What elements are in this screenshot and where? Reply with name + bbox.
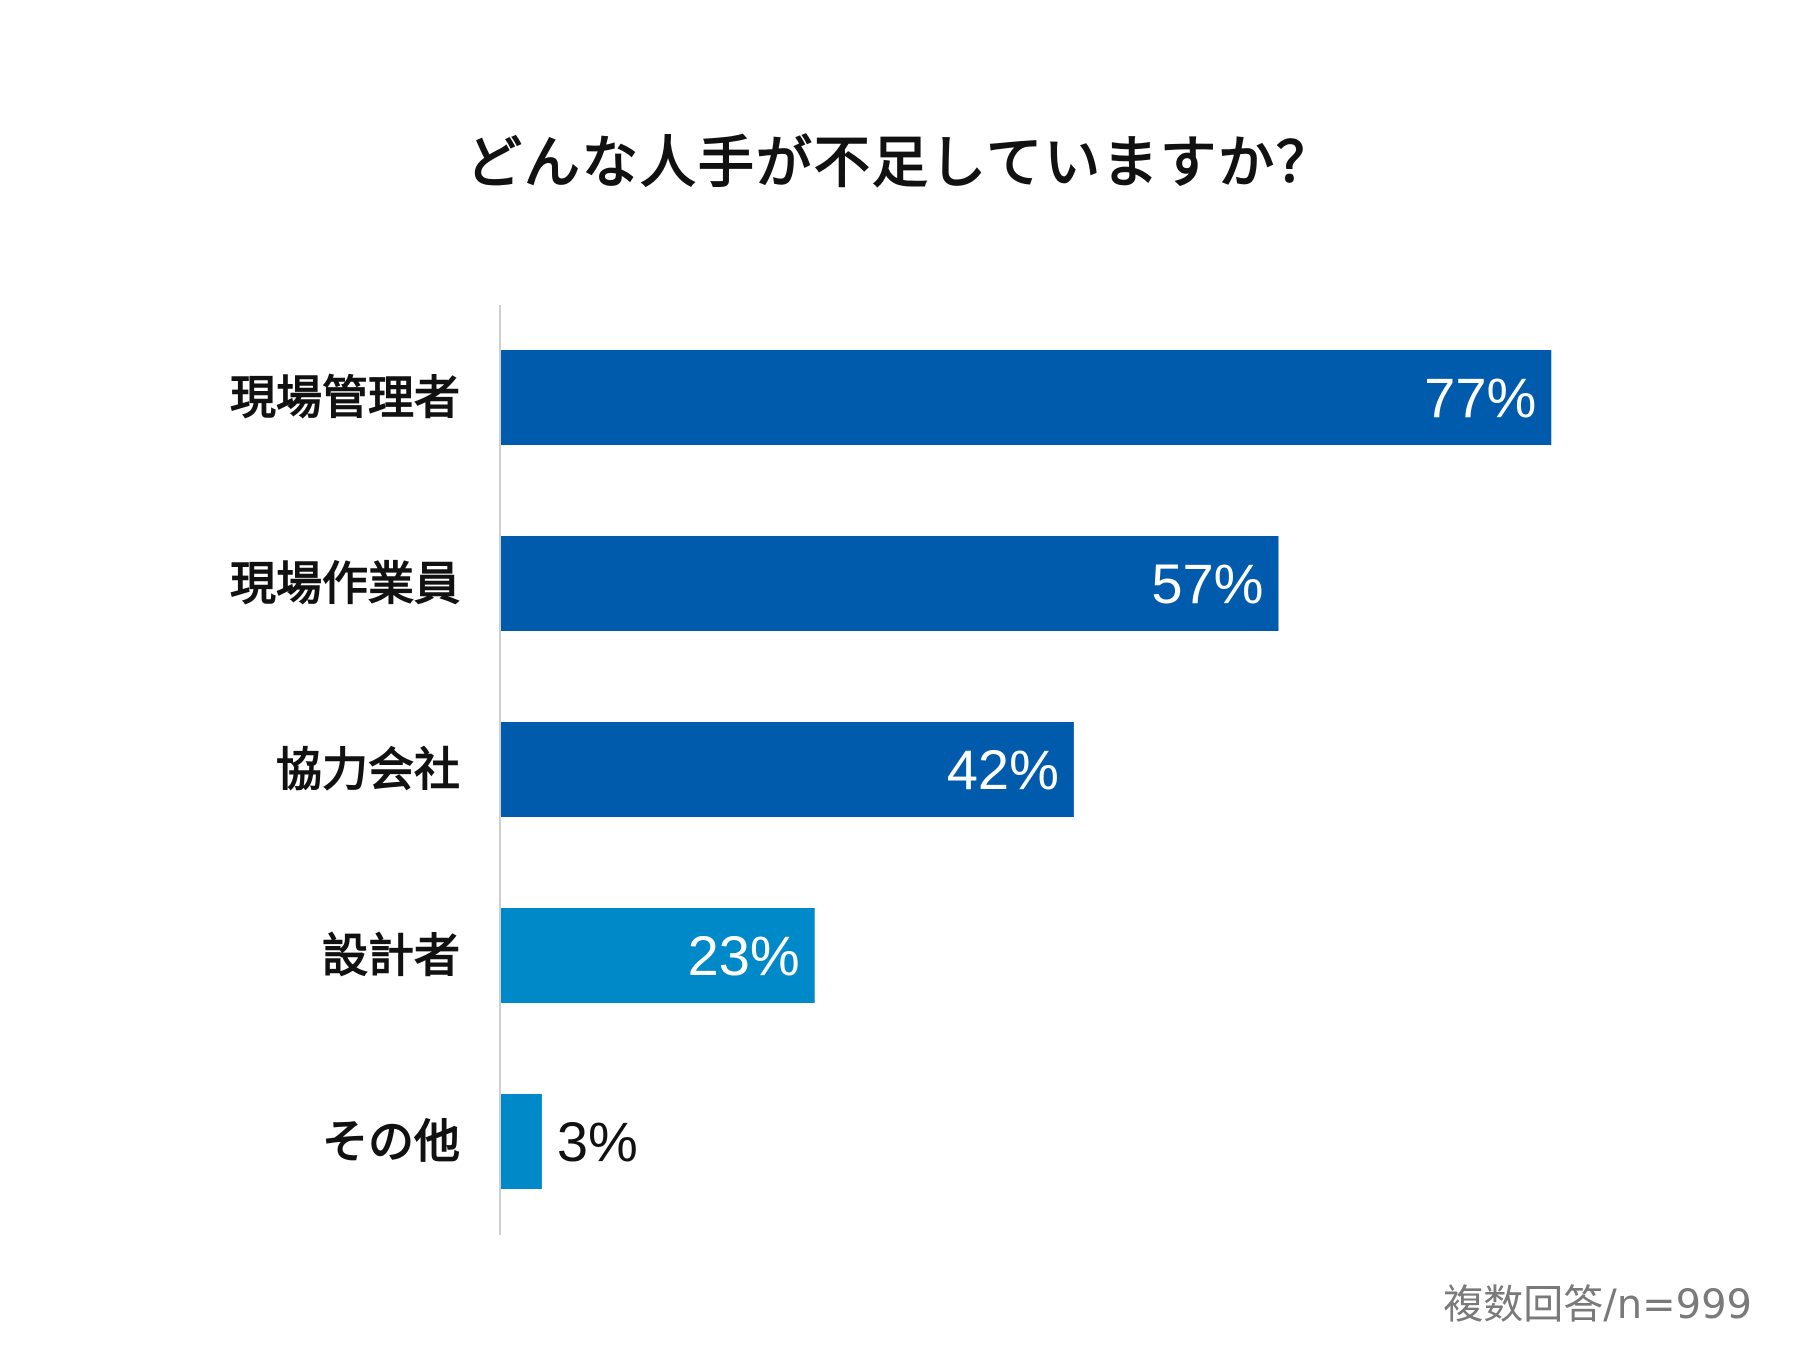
bar xyxy=(501,722,1074,817)
category-label: 現場管理者 xyxy=(230,371,460,425)
value-label: 23% xyxy=(688,924,800,987)
bar xyxy=(501,908,815,1003)
bar xyxy=(501,350,1552,445)
bar xyxy=(501,1094,542,1189)
category-label: 現場作業員 xyxy=(230,557,460,611)
bar xyxy=(501,536,1279,631)
value-label: 42% xyxy=(947,738,1059,801)
sample-footnote: 複数回答/n=999 xyxy=(1443,1282,1752,1328)
category-label: 設計者 xyxy=(322,929,460,983)
chart-title: どんな人手が不足していますか？ xyxy=(465,131,1335,196)
value-label: 57% xyxy=(1151,552,1263,615)
category-label: その他 xyxy=(322,1115,460,1169)
value-label: 3% xyxy=(557,1110,638,1173)
category-label: 協力会社 xyxy=(276,743,460,797)
value-label: 77% xyxy=(1424,366,1536,429)
